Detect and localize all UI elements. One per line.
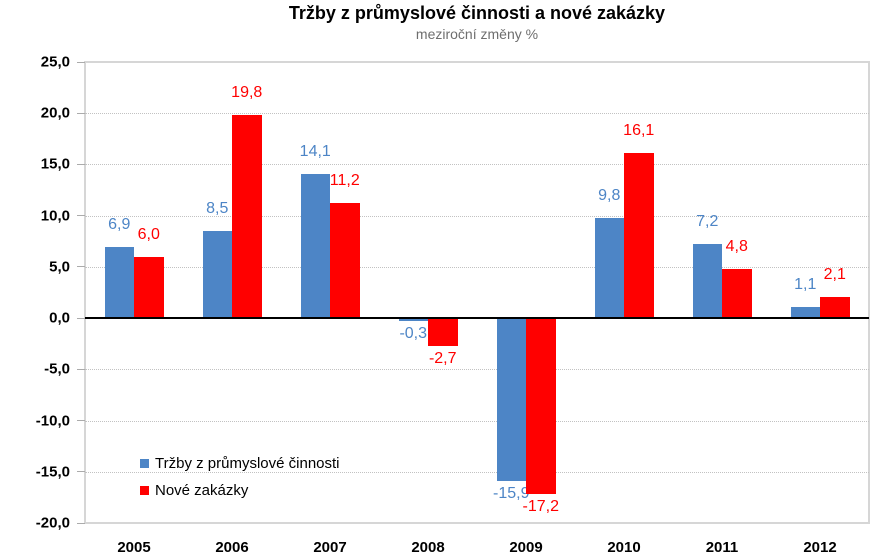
y-axis-tick	[77, 163, 85, 165]
gridline	[85, 369, 869, 371]
bar-value-label: 4,8	[725, 237, 748, 255]
x-axis-label: 2007	[313, 539, 347, 556]
y-axis-label: 10,0	[40, 207, 70, 225]
y-axis-label: 20,0	[40, 104, 70, 122]
gridline	[85, 164, 869, 166]
y-axis-label: 15,0	[40, 155, 70, 173]
legend-swatch-icon	[140, 459, 149, 468]
bar-value-label: 14,1	[299, 142, 331, 160]
bar-value-label: 19,8	[231, 84, 263, 102]
bar-trzby-2005[interactable]	[104, 247, 134, 319]
bar-zakazky-2012[interactable]	[820, 296, 850, 319]
legend-label: Tržby z průmyslové činnosti	[155, 455, 340, 472]
x-axis-label: 2010	[607, 539, 641, 556]
y-axis-tick	[77, 471, 85, 473]
gridline	[85, 471, 869, 473]
zero-axis-line	[85, 317, 869, 320]
bar-value-label: 6,0	[137, 225, 160, 243]
bar-value-label: -0,3	[399, 325, 428, 343]
y-axis-tick	[77, 215, 85, 217]
y-axis-label: 25,0	[40, 53, 70, 71]
x-axis-label: 2011	[705, 539, 739, 556]
legend-item-zakazky[interactable]: Nové zakázky	[140, 483, 340, 498]
gridline	[85, 420, 869, 422]
y-axis-label: 0,0	[49, 309, 70, 327]
bar-zakazky-2006[interactable]	[232, 115, 262, 319]
y-axis-label: -20,0	[35, 514, 70, 532]
bar-value-label: 11,2	[329, 172, 360, 190]
x-axis-label: 2008	[411, 539, 445, 556]
chart-subtitle: meziroční změny %	[415, 26, 539, 42]
plot-area: 6,9 6,0 8,5 19,8 14,1 11,2 -0,3 -2,7 -15,9 -17,2 9…	[84, 61, 870, 524]
bar-trzby-2011[interactable]	[692, 244, 722, 319]
legend-swatch-icon	[140, 486, 149, 495]
y-axis-label: -5,0	[44, 360, 70, 378]
y-axis-tick	[77, 368, 85, 370]
bar-value-label: 7,2	[696, 213, 719, 231]
bar-trzby-2009[interactable]	[496, 318, 526, 481]
bar-trzby-2010[interactable]	[594, 217, 624, 319]
y-axis-label: -10,0	[35, 412, 70, 430]
bar-trzby-2007[interactable]	[300, 173, 330, 319]
y-axis-tick	[77, 522, 85, 524]
y-axis-label: 5,0	[49, 258, 70, 276]
x-axis-label: 2005	[117, 539, 151, 556]
bar-value-label: -2,7	[428, 349, 457, 367]
gridline	[85, 215, 869, 217]
bar-zakazky-2007[interactable]	[330, 203, 360, 319]
y-axis-tick	[77, 266, 85, 268]
bar-zakazky-2008[interactable]	[428, 318, 458, 346]
bar-value-label: -15,9	[493, 484, 530, 502]
y-axis-label: -15,0	[35, 463, 70, 481]
x-axis-label: 2012	[803, 539, 837, 556]
x-axis-label: 2009	[509, 539, 543, 556]
y-axis-tick	[77, 112, 85, 114]
bar-value-label: 6,9	[108, 216, 131, 234]
legend: Tržby z průmyslové činnosti Nové zakázky	[140, 456, 340, 498]
legend-item-trzby[interactable]: Tržby z průmyslové činnosti	[140, 456, 340, 471]
legend-label: Nové zakázky	[155, 482, 249, 499]
y-axis-tick	[77, 420, 85, 422]
bar-zakazky-2005[interactable]	[134, 256, 164, 319]
x-axis-label: 2006	[215, 539, 249, 556]
bar-zakazky-2010[interactable]	[624, 153, 654, 319]
bar-value-label: 1,1	[794, 275, 817, 293]
chart-title: Tržby z průmyslové činnosti a nové zakáz…	[288, 3, 666, 23]
gridline	[85, 113, 869, 115]
bar-value-label: -17,2	[522, 498, 559, 516]
bar-zakazky-2009[interactable]	[526, 318, 556, 495]
bar-value-label: 2,1	[823, 265, 846, 283]
bar-zakazky-2011[interactable]	[722, 268, 752, 319]
y-axis-tick	[77, 61, 85, 63]
y-axis-tick	[77, 317, 85, 319]
gridline	[85, 266, 869, 268]
bar-trzby-2012[interactable]	[790, 306, 820, 319]
bar-trzby-2008[interactable]	[398, 318, 428, 322]
bar-trzby-2006[interactable]	[202, 231, 232, 319]
bar-value-label: 8,5	[206, 200, 229, 218]
bar-value-label: 16,1	[623, 122, 655, 140]
bar-value-label: 9,8	[598, 186, 621, 204]
